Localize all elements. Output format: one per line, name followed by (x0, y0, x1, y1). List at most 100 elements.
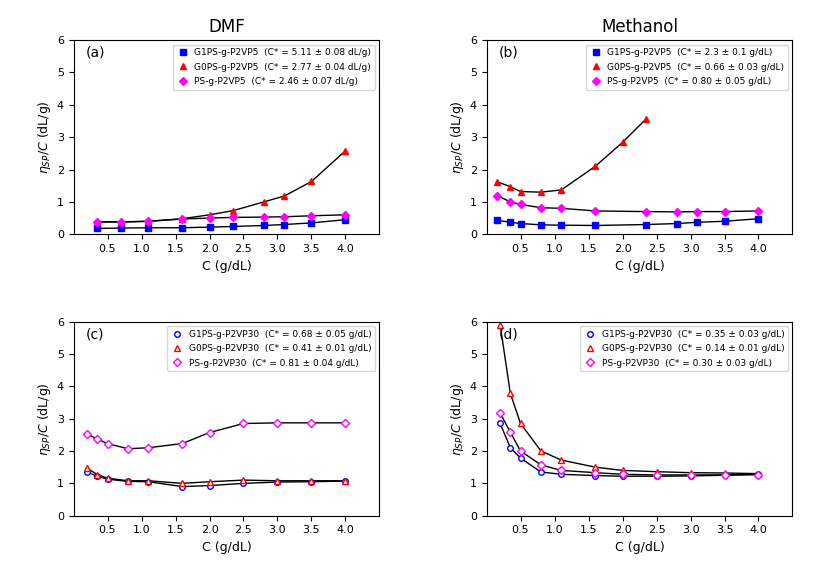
PS-g-P2VP5  (C* = 2.46 ± 0.07 dL/g) (279, 213, 289, 220)
G0PS-g-P2VP30  (C* = 0.14 ± 0.01 g/dL) (516, 420, 525, 427)
G0PS-g-P2VP5  (C* = 2.77 ± 0.04 dL/g) (279, 193, 289, 199)
G0PS-g-P2VP5  (C* = 0.66 ± 0.03 g/dL) (506, 183, 516, 190)
PS-g-P2VP5  (C* = 0.80 ± 0.05 g/dL) (641, 208, 651, 215)
PS-g-P2VP30  (C* = 0.30 ± 0.03 g/dL) (506, 429, 516, 435)
G1PS-g-P2VP5  (C* = 5.11 ± 0.08 dL/g) (144, 224, 154, 231)
PS-g-P2VP30  (C* = 0.81 ± 0.04 g/dL) (306, 419, 316, 426)
G0PS-g-P2VP30  (C* = 0.14 ± 0.01 g/dL) (753, 470, 763, 477)
PS-g-P2VP5  (C* = 2.46 ± 0.07 dL/g) (144, 218, 154, 225)
G1PS-g-P2VP5  (C* = 2.3 ± 0.1 g/dL) (720, 218, 730, 225)
G0PS-g-P2VP5  (C* = 2.77 ± 0.04 dL/g) (229, 207, 239, 214)
PS-g-P2VP5  (C* = 2.46 ± 0.07 dL/g) (341, 211, 350, 218)
G0PS-g-P2VP5  (C* = 0.66 ± 0.03 g/dL) (536, 189, 546, 195)
G1PS-g-P2VP5  (C* = 2.3 ± 0.1 g/dL) (641, 221, 651, 228)
G0PS-g-P2VP5  (C* = 2.77 ± 0.04 dL/g) (144, 218, 154, 225)
PS-g-P2VP30  (C* = 0.81 ± 0.04 g/dL) (123, 445, 133, 452)
G0PS-g-P2VP5  (C* = 2.77 ± 0.04 dL/g) (341, 147, 350, 154)
G0PS-g-P2VP30  (C* = 0.41 ± 0.01 g/dL) (92, 471, 102, 478)
PS-g-P2VP30  (C* = 0.81 ± 0.04 g/dL) (144, 444, 154, 451)
Line: PS-g-P2VP5  (C* = 2.46 ± 0.07 dL/g): PS-g-P2VP5 (C* = 2.46 ± 0.07 dL/g) (95, 212, 348, 225)
PS-g-P2VP5  (C* = 2.46 ± 0.07 dL/g) (229, 214, 239, 221)
G0PS-g-P2VP30  (C* = 0.41 ± 0.01 g/dL) (103, 475, 113, 482)
G1PS-g-P2VP30  (C* = 0.68 ± 0.05 g/dL) (239, 480, 248, 487)
PS-g-P2VP5  (C* = 2.46 ± 0.07 dL/g) (92, 218, 102, 225)
PS-g-P2VP30  (C* = 0.30 ± 0.03 g/dL) (516, 448, 525, 454)
G1PS-g-P2VP30  (C* = 0.35 ± 0.03 g/dL) (652, 473, 662, 480)
Title: DMF: DMF (208, 18, 245, 36)
Legend: G1PS-g-P2VP30  (C* = 0.35 ± 0.03 g/dL), G0PS-g-P2VP30  (C* = 0.14 ± 0.01 g/dL), : G1PS-g-P2VP30 (C* = 0.35 ± 0.03 g/dL), G… (580, 326, 788, 371)
Y-axis label: $\eta_{SP}/C$ (dL/g): $\eta_{SP}/C$ (dL/g) (449, 100, 466, 174)
PS-g-P2VP5  (C* = 0.80 ± 0.05 g/dL) (591, 207, 600, 214)
PS-g-P2VP5  (C* = 2.46 ± 0.07 dL/g) (306, 213, 316, 219)
Line: G0PS-g-P2VP5  (C* = 2.77 ± 0.04 dL/g): G0PS-g-P2VP5 (C* = 2.77 ± 0.04 dL/g) (95, 148, 348, 225)
G1PS-g-P2VP30  (C* = 0.35 ± 0.03 g/dL) (556, 471, 566, 478)
G0PS-g-P2VP5  (C* = 0.66 ± 0.03 g/dL) (493, 178, 502, 185)
G0PS-g-P2VP30  (C* = 0.41 ± 0.01 g/dL) (123, 477, 133, 484)
Line: G0PS-g-P2VP30  (C* = 0.14 ± 0.01 g/dL): G0PS-g-P2VP30 (C* = 0.14 ± 0.01 g/dL) (498, 322, 761, 476)
G0PS-g-P2VP30  (C* = 0.14 ± 0.01 g/dL) (506, 390, 516, 397)
PS-g-P2VP5  (C* = 0.80 ± 0.05 g/dL) (536, 204, 546, 211)
G0PS-g-P2VP30  (C* = 0.41 ± 0.01 g/dL) (83, 465, 92, 472)
G0PS-g-P2VP30  (C* = 0.41 ± 0.01 g/dL) (273, 477, 283, 484)
G1PS-g-P2VP5  (C* = 2.3 ± 0.1 g/dL) (556, 222, 566, 229)
Line: G1PS-g-P2VP5  (C* = 5.11 ± 0.08 dL/g): G1PS-g-P2VP5 (C* = 5.11 ± 0.08 dL/g) (95, 217, 348, 231)
G1PS-g-P2VP30  (C* = 0.35 ± 0.03 g/dL) (506, 444, 516, 451)
PS-g-P2VP30  (C* = 0.30 ± 0.03 g/dL) (536, 461, 546, 468)
PS-g-P2VP30  (C* = 0.81 ± 0.04 g/dL) (83, 431, 92, 438)
Line: G1PS-g-P2VP30  (C* = 0.68 ± 0.05 g/dL): G1PS-g-P2VP30 (C* = 0.68 ± 0.05 g/dL) (84, 469, 348, 489)
G0PS-g-P2VP5  (C* = 0.66 ± 0.03 g/dL) (618, 139, 627, 146)
G1PS-g-P2VP30  (C* = 0.35 ± 0.03 g/dL) (753, 471, 763, 478)
PS-g-P2VP30  (C* = 0.81 ± 0.04 g/dL) (204, 429, 214, 436)
G1PS-g-P2VP30  (C* = 0.35 ± 0.03 g/dL) (618, 473, 627, 480)
G0PS-g-P2VP30  (C* = 0.14 ± 0.01 g/dL) (556, 457, 566, 464)
G1PS-g-P2VP30  (C* = 0.35 ± 0.03 g/dL) (591, 472, 600, 479)
G1PS-g-P2VP5  (C* = 5.11 ± 0.08 dL/g) (341, 216, 350, 223)
Line: PS-g-P2VP30  (C* = 0.30 ± 0.03 g/dL): PS-g-P2VP30 (C* = 0.30 ± 0.03 g/dL) (498, 410, 761, 478)
G0PS-g-P2VP30  (C* = 0.14 ± 0.01 g/dL) (591, 464, 600, 470)
G0PS-g-P2VP30  (C* = 0.14 ± 0.01 g/dL) (685, 469, 695, 476)
PS-g-P2VP5  (C* = 0.80 ± 0.05 g/dL) (516, 201, 525, 208)
G0PS-g-P2VP5  (C* = 2.77 ± 0.04 dL/g) (116, 218, 126, 225)
PS-g-P2VP5  (C* = 2.46 ± 0.07 dL/g) (204, 215, 214, 222)
G1PS-g-P2VP30  (C* = 0.68 ± 0.05 g/dL) (103, 476, 113, 482)
G0PS-g-P2VP30  (C* = 0.14 ± 0.01 g/dL) (652, 468, 662, 475)
PS-g-P2VP30  (C* = 0.30 ± 0.03 g/dL) (495, 410, 505, 417)
Text: (c): (c) (86, 327, 105, 342)
PS-g-P2VP5  (C* = 0.80 ± 0.05 g/dL) (692, 208, 702, 215)
PS-g-P2VP5  (C* = 0.80 ± 0.05 g/dL) (720, 208, 730, 215)
PS-g-P2VP5  (C* = 0.80 ± 0.05 g/dL) (753, 207, 763, 214)
X-axis label: C (g/dL): C (g/dL) (614, 260, 664, 273)
G1PS-g-P2VP5  (C* = 2.3 ± 0.1 g/dL) (536, 221, 546, 228)
PS-g-P2VP30  (C* = 0.30 ± 0.03 g/dL) (618, 471, 627, 478)
G1PS-g-P2VP5  (C* = 5.11 ± 0.08 dL/g) (92, 225, 102, 232)
G1PS-g-P2VP30  (C* = 0.68 ± 0.05 g/dL) (306, 478, 316, 485)
G1PS-g-P2VP30  (C* = 0.68 ± 0.05 g/dL) (341, 478, 350, 485)
PS-g-P2VP30  (C* = 0.30 ± 0.03 g/dL) (720, 472, 730, 478)
Line: PS-g-P2VP30  (C* = 0.81 ± 0.04 g/dL): PS-g-P2VP30 (C* = 0.81 ± 0.04 g/dL) (84, 420, 348, 452)
G1PS-g-P2VP5  (C* = 5.11 ± 0.08 dL/g) (259, 222, 269, 229)
Text: (d): (d) (499, 327, 519, 342)
Line: G0PS-g-P2VP5  (C* = 0.66 ± 0.03 g/dL): G0PS-g-P2VP5 (C* = 0.66 ± 0.03 g/dL) (494, 116, 649, 195)
PS-g-P2VP30  (C* = 0.30 ± 0.03 g/dL) (685, 472, 695, 478)
G1PS-g-P2VP5  (C* = 5.11 ± 0.08 dL/g) (204, 223, 214, 230)
PS-g-P2VP30  (C* = 0.81 ± 0.04 g/dL) (103, 440, 113, 447)
G1PS-g-P2VP30  (C* = 0.68 ± 0.05 g/dL) (123, 478, 133, 485)
G0PS-g-P2VP5  (C* = 2.77 ± 0.04 dL/g) (92, 218, 102, 225)
G1PS-g-P2VP5  (C* = 5.11 ± 0.08 dL/g) (229, 223, 239, 230)
PS-g-P2VP5  (C* = 2.46 ± 0.07 dL/g) (259, 214, 269, 221)
Legend: G1PS-g-P2VP30  (C* = 0.68 ± 0.05 g/dL), G0PS-g-P2VP30  (C* = 0.41 ± 0.01 g/dL), : G1PS-g-P2VP30 (C* = 0.68 ± 0.05 g/dL), G… (167, 326, 375, 371)
G1PS-g-P2VP30  (C* = 0.35 ± 0.03 g/dL) (495, 420, 505, 427)
PS-g-P2VP30  (C* = 0.81 ± 0.04 g/dL) (273, 419, 283, 426)
PS-g-P2VP30  (C* = 0.30 ± 0.03 g/dL) (753, 471, 763, 478)
Legend: G1PS-g-P2VP5  (C* = 5.11 ± 0.08 dL/g), G0PS-g-P2VP5  (C* = 2.77 ± 0.04 dL/g), PS: G1PS-g-P2VP5 (C* = 5.11 ± 0.08 dL/g), G0… (172, 45, 375, 90)
G0PS-g-P2VP30  (C* = 0.14 ± 0.01 g/dL) (536, 448, 546, 454)
G1PS-g-P2VP30  (C* = 0.35 ± 0.03 g/dL) (536, 469, 546, 476)
PS-g-P2VP30  (C* = 0.81 ± 0.04 g/dL) (177, 440, 187, 447)
G0PS-g-P2VP30  (C* = 0.41 ± 0.01 g/dL) (239, 477, 248, 484)
PS-g-P2VP5  (C* = 0.80 ± 0.05 g/dL) (556, 205, 566, 212)
G0PS-g-P2VP5  (C* = 0.66 ± 0.03 g/dL) (591, 163, 600, 170)
G1PS-g-P2VP5  (C* = 5.11 ± 0.08 dL/g) (279, 221, 289, 228)
G0PS-g-P2VP5  (C* = 0.66 ± 0.03 g/dL) (641, 115, 651, 122)
PS-g-P2VP30  (C* = 0.81 ± 0.04 g/dL) (92, 435, 102, 442)
Line: G1PS-g-P2VP30  (C* = 0.35 ± 0.03 g/dL): G1PS-g-P2VP30 (C* = 0.35 ± 0.03 g/dL) (498, 421, 761, 479)
